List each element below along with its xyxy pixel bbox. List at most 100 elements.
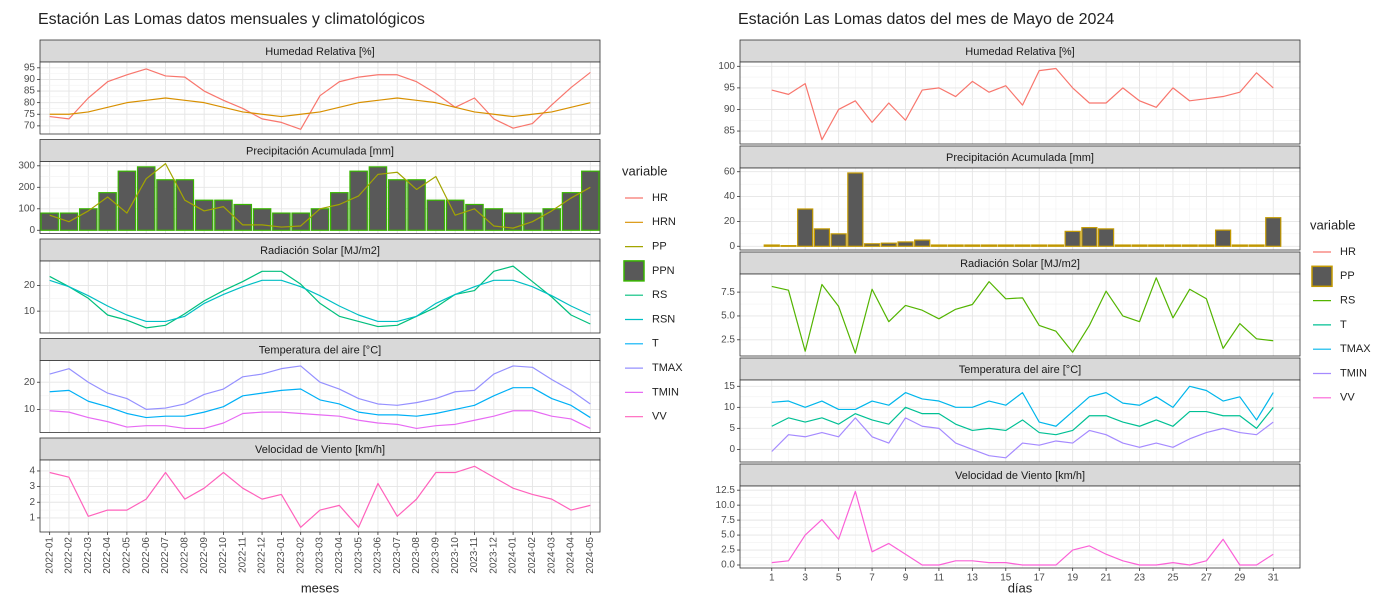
bar — [1064, 230, 1081, 247]
legend-label: TMIN — [1340, 367, 1367, 379]
bar — [1148, 244, 1165, 247]
bar — [484, 208, 504, 231]
bar — [813, 228, 831, 247]
bar — [763, 244, 780, 247]
y-tick-label: 7.5 — [721, 287, 735, 298]
panel-border — [39, 61, 601, 135]
legend-key — [623, 260, 645, 282]
bar — [349, 170, 368, 231]
bar — [156, 179, 175, 231]
x-tick-label: 2023-09 — [431, 537, 442, 574]
bar — [997, 244, 1014, 247]
y-tick-label: 0 — [729, 241, 735, 252]
panel-border — [739, 167, 1301, 251]
y-tick-label: 1 — [29, 513, 35, 524]
line — [49, 410, 591, 430]
bar — [252, 208, 272, 231]
bar — [1231, 244, 1248, 247]
x-tick-label: 2023-08 — [411, 537, 422, 574]
legend-label: VV — [652, 411, 667, 423]
bar — [117, 170, 137, 231]
panel-border — [739, 273, 1301, 357]
x-tick-label: 2022-01 — [44, 537, 55, 574]
x-tick-label: 3 — [802, 573, 808, 584]
x-tick-label: 2022-07 — [160, 537, 171, 574]
bar — [1214, 229, 1232, 247]
bar — [233, 203, 253, 231]
legend-label: PPN — [652, 265, 675, 277]
x-tick-label: 27 — [1201, 573, 1213, 584]
x-tick-label: 2024-04 — [566, 537, 577, 574]
x-tick-label: 2023-12 — [488, 537, 499, 574]
y-tick-label: 2 — [29, 497, 35, 508]
y-tick-label: 95 — [24, 62, 36, 73]
y-tick-label: 10 — [24, 306, 36, 317]
x-axis-label: días — [1008, 580, 1033, 595]
line — [771, 417, 1274, 459]
y-tick-label: 85 — [724, 126, 736, 137]
y-tick-label: 12.5 — [716, 485, 736, 496]
x-tick-label: 2022-10 — [218, 537, 229, 574]
line — [49, 365, 591, 411]
x-tick-label: 9 — [903, 573, 909, 584]
facet-title: Humedad Relativa [%] — [965, 46, 1074, 58]
x-tick-label: 2022-11 — [237, 537, 248, 573]
bar — [1014, 244, 1031, 247]
bar — [310, 208, 330, 231]
bar — [98, 192, 117, 231]
bar — [407, 179, 426, 231]
bar — [1081, 227, 1098, 247]
legend-label: HRN — [652, 216, 676, 228]
legend-title: variable — [622, 163, 668, 178]
panel-border — [739, 379, 1301, 463]
y-tick-label: 4 — [29, 466, 35, 477]
x-tick-label: 2023-04 — [334, 537, 345, 574]
x-tick-label: 2023-11 — [469, 537, 480, 573]
facet-title: Temperatura del aire [°C] — [259, 344, 381, 356]
bar — [880, 242, 897, 247]
x-tick-label: 2022-04 — [102, 537, 113, 574]
panel-border — [39, 360, 601, 433]
x-tick-label: 2023-01 — [276, 537, 287, 574]
bar — [780, 245, 797, 247]
x-tick-label: 13 — [967, 573, 979, 584]
bar — [581, 170, 600, 231]
facet-title: Precipitación Acumulada [mm] — [946, 152, 1094, 164]
y-tick-label: 5.0 — [721, 530, 735, 541]
legend-label: TMAX — [652, 362, 683, 374]
x-tick-label: 2022-08 — [179, 537, 190, 574]
line — [49, 279, 591, 323]
bar — [1198, 244, 1215, 247]
bar — [40, 212, 59, 231]
bar — [1164, 244, 1182, 247]
x-tick-label: 5 — [836, 573, 842, 584]
x-tick-label: 2023-05 — [353, 537, 364, 574]
line — [49, 465, 591, 528]
x-tick-label: 31 — [1268, 573, 1280, 584]
bar — [847, 172, 864, 247]
y-tick-label: 75 — [24, 109, 36, 120]
y-tick-label: 200 — [18, 182, 35, 193]
legend-label: RS — [1340, 295, 1355, 307]
bar — [1031, 244, 1048, 247]
y-tick-label: 70 — [24, 121, 36, 132]
chart-title: Estación Las Lomas datos del mes de Mayo… — [738, 11, 1114, 28]
legend-label: T — [652, 338, 659, 350]
line — [771, 490, 1274, 566]
y-tick-label: 90 — [724, 104, 736, 115]
x-tick-label: 21 — [1101, 573, 1113, 584]
line — [771, 277, 1274, 354]
y-tick-label: 20 — [724, 216, 736, 227]
y-tick-label: 10.0 — [716, 500, 736, 511]
x-tick-label: 2023-02 — [295, 537, 306, 574]
x-tick-label: 2023-03 — [315, 537, 326, 574]
x-tick-label: 2024-03 — [546, 537, 557, 574]
bar — [980, 244, 998, 247]
y-tick-label: 0.0 — [721, 560, 735, 571]
line — [771, 67, 1274, 141]
y-tick-label: 95 — [724, 83, 736, 94]
y-tick-label: 0 — [729, 444, 735, 455]
legend-label: PP — [652, 241, 667, 253]
legend-label: RSN — [652, 313, 675, 325]
legend-label: VV — [1340, 392, 1355, 404]
